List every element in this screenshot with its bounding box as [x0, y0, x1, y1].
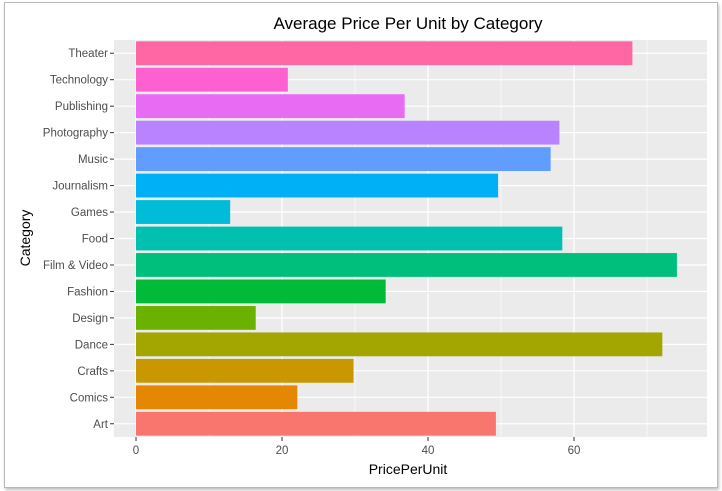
y-tick-label: Theater [68, 48, 108, 60]
bar-crafts [136, 358, 354, 383]
y-tick-label: Publishing [55, 101, 108, 113]
x-tick-label: 60 [568, 445, 581, 457]
y-tick-label: Technology [50, 75, 108, 87]
y-tick-label: Art [93, 419, 109, 431]
y-axis-title: Category [17, 210, 33, 267]
bar-theater [136, 41, 633, 66]
x-tick-label: 0 [133, 445, 139, 457]
x-tick-label: 20 [276, 445, 289, 457]
chart-title: Average Price Per Unit by Category [274, 14, 543, 33]
bar-music [136, 147, 551, 172]
y-tick-label: Design [72, 313, 108, 325]
bar-technology [136, 67, 288, 92]
bar-dance [136, 332, 663, 357]
bar-games [136, 200, 231, 224]
bar-fashion [136, 279, 386, 304]
bar-art [136, 411, 496, 436]
bar-publishing [136, 94, 405, 119]
y-tick-label: Food [82, 234, 108, 246]
y-tick-label: Comics [70, 392, 109, 404]
y-axis-ticks: Art Comics Crafts Dance Design Fashion Film & … [43, 48, 114, 431]
y-tick-label: Fashion [67, 286, 108, 298]
bar-design [136, 305, 256, 330]
y-tick-label: Film & Video [43, 260, 108, 272]
y-tick-label: Games [71, 207, 108, 219]
x-axis-title: PricePerUnit [369, 461, 448, 477]
y-tick-label: Music [78, 154, 108, 166]
bar-film-video [136, 253, 677, 277]
x-tick-label: 40 [422, 445, 435, 457]
bar-journalism [136, 173, 499, 198]
bar-comics [136, 385, 298, 410]
y-tick-label: Photography [43, 128, 108, 140]
bar-food [136, 226, 563, 251]
y-tick-label: Crafts [77, 366, 108, 378]
bars [136, 41, 677, 436]
y-tick-label: Journalism [52, 181, 108, 193]
x-axis-ticks: 0 20 40 60 [133, 437, 581, 457]
bar-photography [136, 120, 560, 145]
y-tick-label: Dance [75, 339, 108, 351]
